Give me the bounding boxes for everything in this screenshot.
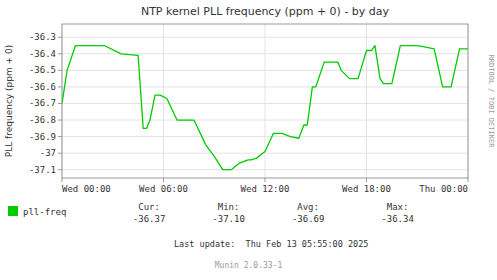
stat-label: Cur: xyxy=(138,202,160,212)
tick-label: Wed 06:00 xyxy=(139,184,188,194)
tick xyxy=(163,178,164,182)
grid-line xyxy=(366,24,367,178)
tick xyxy=(58,103,62,104)
tick-label: Wed 18:00 xyxy=(342,184,391,194)
tick-label: -37.1 xyxy=(29,165,56,175)
chart: NTP kernel PLL frequency (ppm + 0) - by … xyxy=(0,0,497,280)
tick xyxy=(58,37,62,38)
tick xyxy=(58,120,62,121)
tick xyxy=(58,136,62,137)
tick xyxy=(58,153,62,154)
tick-label: -36.6 xyxy=(29,82,56,92)
stat-label: Max: xyxy=(387,202,409,212)
tick-label: -36.5 xyxy=(29,65,56,75)
legend-swatch xyxy=(8,206,18,216)
annotation: Munin 2.0.33-1 xyxy=(215,261,283,270)
tick-label: Wed 00:00 xyxy=(62,184,111,194)
stat-value: -36.69 xyxy=(292,214,325,224)
stat-value: -37.10 xyxy=(212,214,245,224)
tick-label: -36.8 xyxy=(29,115,56,125)
legend-label: pll-freq xyxy=(23,207,66,217)
axis-label: PLL frequency (ppm + 0) xyxy=(4,45,14,158)
grid xyxy=(62,24,468,178)
tick xyxy=(468,178,469,182)
tick xyxy=(265,178,266,182)
tick xyxy=(58,53,62,54)
tick xyxy=(58,70,62,71)
tick-label: -36.9 xyxy=(29,132,56,142)
tick xyxy=(62,178,63,182)
stat-value: -36.37 xyxy=(133,214,166,224)
tick xyxy=(58,169,62,170)
stat-label: Avg: xyxy=(297,202,319,212)
stat-value: -36.34 xyxy=(381,214,414,224)
tick xyxy=(366,178,367,182)
line xyxy=(62,46,468,170)
title: NTP kernel PLL frequency (ppm + 0) - by … xyxy=(141,5,390,18)
stat-label: Min: xyxy=(218,202,240,212)
tick-label: Wed 12:00 xyxy=(241,184,290,194)
annotation: Last update: Thu Feb 13 05:55:00 2025 xyxy=(174,239,368,249)
tick-label: -37 xyxy=(40,148,56,158)
plot-frame xyxy=(62,24,468,178)
tick-label: -36.7 xyxy=(29,98,56,108)
tick xyxy=(58,86,62,87)
grid-line xyxy=(163,24,164,178)
plot-area xyxy=(62,46,468,170)
tick-label: Thu 00:00 xyxy=(419,184,468,194)
annotation: RRDTOOL / TOBI OETIKER xyxy=(487,55,495,149)
tick-label: -36.3 xyxy=(29,32,56,42)
grid-line xyxy=(265,24,266,178)
tick-label: -36.4 xyxy=(29,49,56,59)
